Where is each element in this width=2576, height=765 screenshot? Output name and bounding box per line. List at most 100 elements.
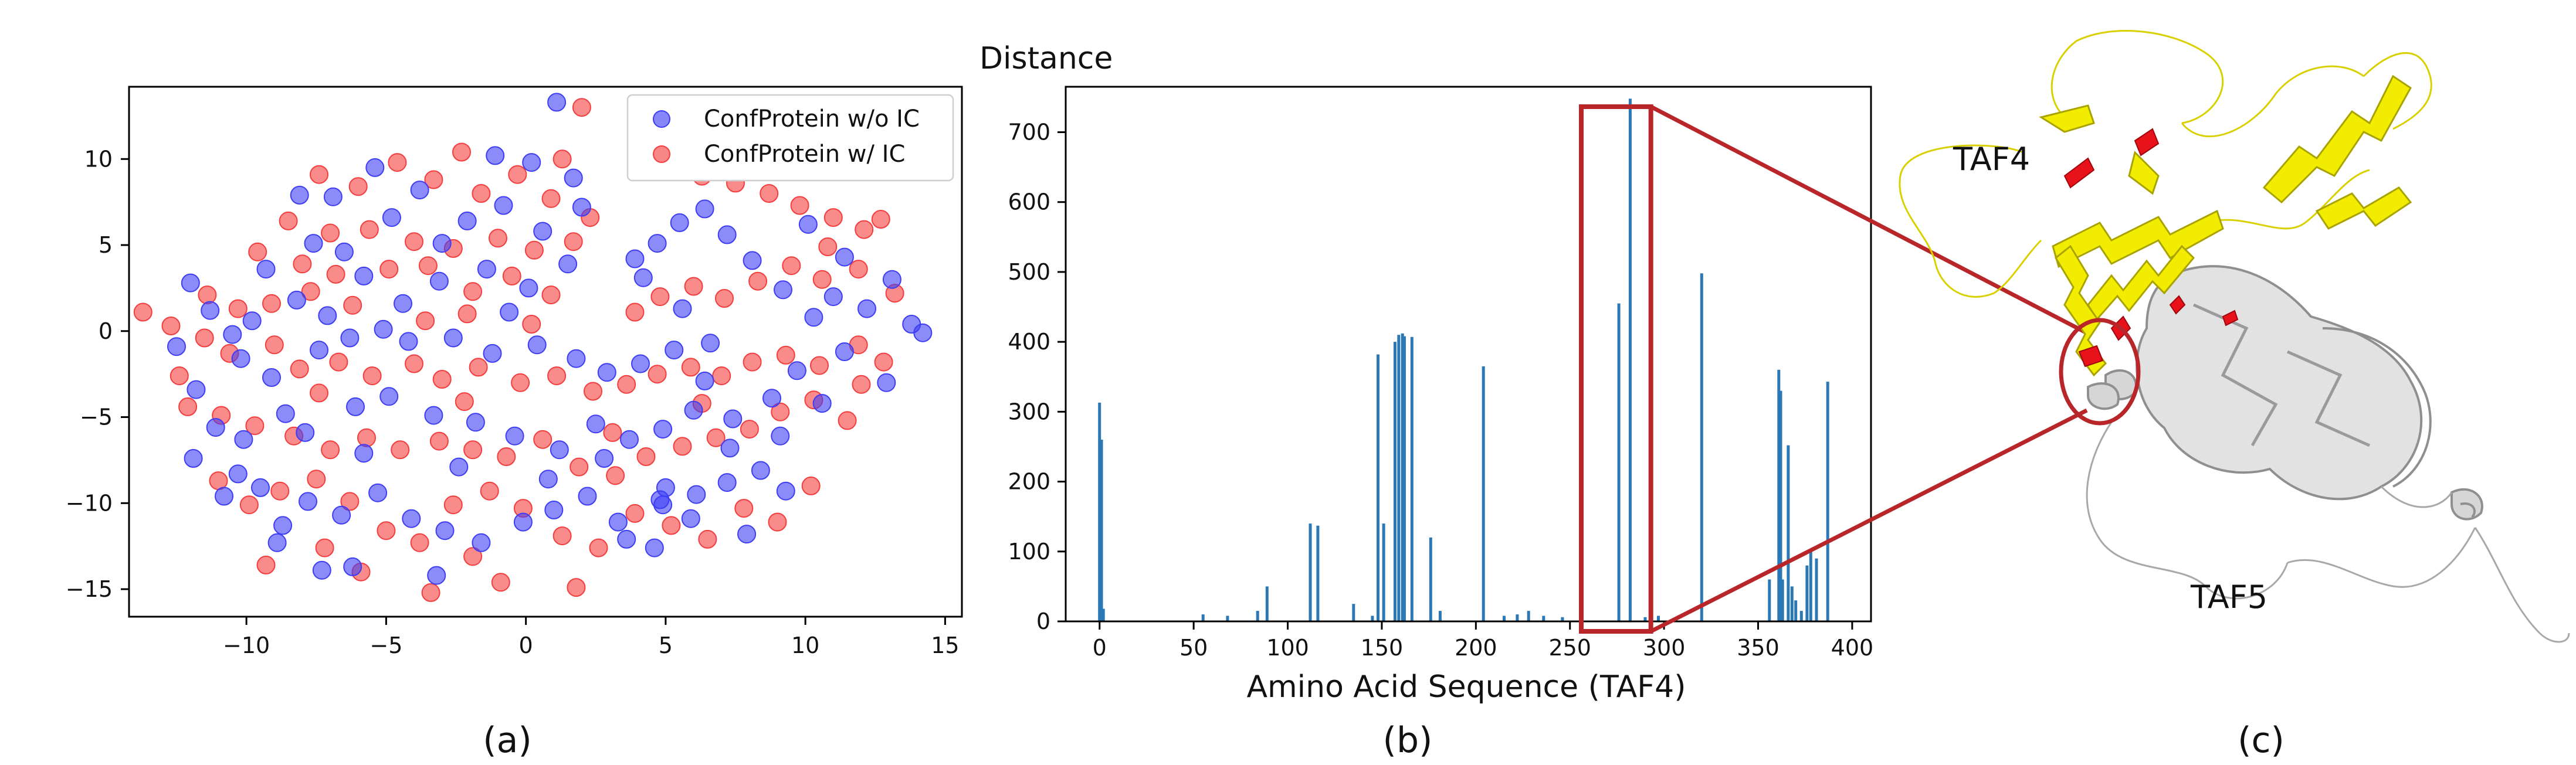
point-wo-ic-2 xyxy=(365,158,385,177)
highlight-circle xyxy=(2059,318,2141,426)
point-w-ic-58 xyxy=(463,440,483,460)
point-wo-ic-40 xyxy=(206,418,225,437)
bar-228 xyxy=(1527,611,1530,621)
point-w-ic-19 xyxy=(248,242,267,261)
bar-370 xyxy=(1794,600,1798,621)
bar-x-axis-title: Amino Acid Sequence (TAF4) xyxy=(1246,669,1686,705)
point-wo-ic-50 xyxy=(586,414,605,434)
point-w-ic-87 xyxy=(801,476,821,495)
point-w-ic-126 xyxy=(852,375,871,394)
point-wo-ic-21 xyxy=(223,325,242,344)
x-tick-label: 150 xyxy=(1361,635,1404,661)
point-wo-ic-4 xyxy=(486,146,505,165)
point-wo-ic-25 xyxy=(187,380,206,399)
point-wo-ic-94 xyxy=(625,249,645,268)
point-wo-ic-31 xyxy=(399,332,418,351)
point-w-ic-17 xyxy=(524,240,544,260)
point-w-ic-45 xyxy=(743,352,762,372)
point-w-ic-7 xyxy=(424,170,443,189)
point-w-ic-57 xyxy=(429,431,449,451)
bar-320 xyxy=(1700,273,1703,621)
point-w-ic-34 xyxy=(362,366,382,386)
point-wo-ic-93 xyxy=(648,234,667,253)
point-w-ic-78 xyxy=(480,481,499,501)
point-w-ic-82 xyxy=(625,504,645,523)
bar-y-axis-title: Distance xyxy=(979,41,1113,76)
point-w-ic-43 xyxy=(681,358,700,377)
y-tick-label: −15 xyxy=(66,576,113,602)
point-wo-ic-17 xyxy=(477,260,496,279)
point-wo-ic-100 xyxy=(720,438,740,458)
point-wo-ic-28 xyxy=(310,341,328,360)
bar-376 xyxy=(1805,565,1809,621)
point-w-ic-92 xyxy=(567,578,586,597)
point-wo-ic-34 xyxy=(527,335,547,355)
point-w-ic-3 xyxy=(452,142,471,162)
bar-246 xyxy=(1561,617,1564,621)
point-w-ic-52 xyxy=(245,416,265,436)
point-wo-ic-77 xyxy=(427,566,446,585)
point-w-ic-121 xyxy=(170,366,189,386)
point-w-ic-18 xyxy=(564,232,583,251)
point-w-ic-102 xyxy=(871,210,890,229)
point-w-ic-111 xyxy=(849,260,868,279)
point-wo-ic-90 xyxy=(717,225,737,244)
point-wo-ic-57 xyxy=(251,478,270,497)
point-wo-ic-38 xyxy=(665,341,684,360)
point-w-ic-124 xyxy=(603,423,622,442)
x-tick-label: 400 xyxy=(1831,635,1874,661)
legend-label-w-ic: ConfProtein w/ IC xyxy=(704,141,905,168)
y-tick-label: 0 xyxy=(99,318,113,344)
point-w-ic-22 xyxy=(379,260,399,279)
point-wo-ic-39 xyxy=(701,334,720,353)
bar-387 xyxy=(1826,382,1829,621)
point-wo-ic-29 xyxy=(340,328,360,348)
point-wo-ic-46 xyxy=(424,406,443,425)
bar-116 xyxy=(1316,525,1320,621)
point-wo-ic-42 xyxy=(276,404,295,423)
point-w-ic-4 xyxy=(508,165,527,184)
y-tick-label: −5 xyxy=(80,404,113,430)
point-wo-ic-117 xyxy=(681,509,700,528)
point-w-ic-127 xyxy=(256,555,276,574)
bar-55 xyxy=(1201,614,1205,621)
point-wo-ic-58 xyxy=(273,516,293,535)
point-wo-ic-109 xyxy=(558,254,578,274)
point-w-ic-77 xyxy=(443,495,463,515)
taf4-loops xyxy=(1899,30,2432,298)
point-w-ic-36 xyxy=(432,370,452,389)
series-wo-ic-points xyxy=(167,93,933,585)
point-wo-ic-24 xyxy=(167,337,186,356)
point-wo-ic-66 xyxy=(544,501,564,519)
y-tick-label: 10 xyxy=(84,146,113,172)
point-wo-ic-79 xyxy=(653,495,673,515)
point-wo-ic-68 xyxy=(608,512,628,532)
y-tick-label: 600 xyxy=(1008,189,1050,215)
bar-1 xyxy=(1100,440,1103,621)
point-wo-ic-8 xyxy=(323,187,343,206)
point-w-ic-40 xyxy=(584,382,602,401)
point-w-ic-86 xyxy=(768,512,787,532)
point-wo-ic-70 xyxy=(656,478,675,497)
point-wo-ic-81 xyxy=(857,299,876,318)
point-wo-ic-30 xyxy=(374,319,393,339)
bar-381 xyxy=(1815,558,1818,621)
point-wo-ic-113 xyxy=(449,457,469,477)
point-wo-ic-26 xyxy=(231,349,250,368)
callout-lines xyxy=(1650,104,2088,634)
point-w-ic-33 xyxy=(329,352,348,372)
point-w-ic-116 xyxy=(301,282,320,301)
x-tick-label: 250 xyxy=(1548,635,1591,661)
point-wo-ic-97 xyxy=(787,361,806,380)
point-wo-ic-22 xyxy=(242,311,262,331)
point-wo-ic-116 xyxy=(617,529,636,549)
bar-222 xyxy=(1516,614,1519,621)
scatter-legend: ConfProtein w/o IC ConfProtein w/ IC xyxy=(626,94,954,182)
point-wo-ic-114 xyxy=(538,470,558,489)
point-wo-ic-51 xyxy=(620,430,639,449)
point-w-ic-122 xyxy=(310,383,328,403)
bar-68 xyxy=(1226,616,1229,621)
point-w-ic-118 xyxy=(416,311,435,331)
point-w-ic-5 xyxy=(553,149,572,169)
bar-159 xyxy=(1397,335,1401,621)
